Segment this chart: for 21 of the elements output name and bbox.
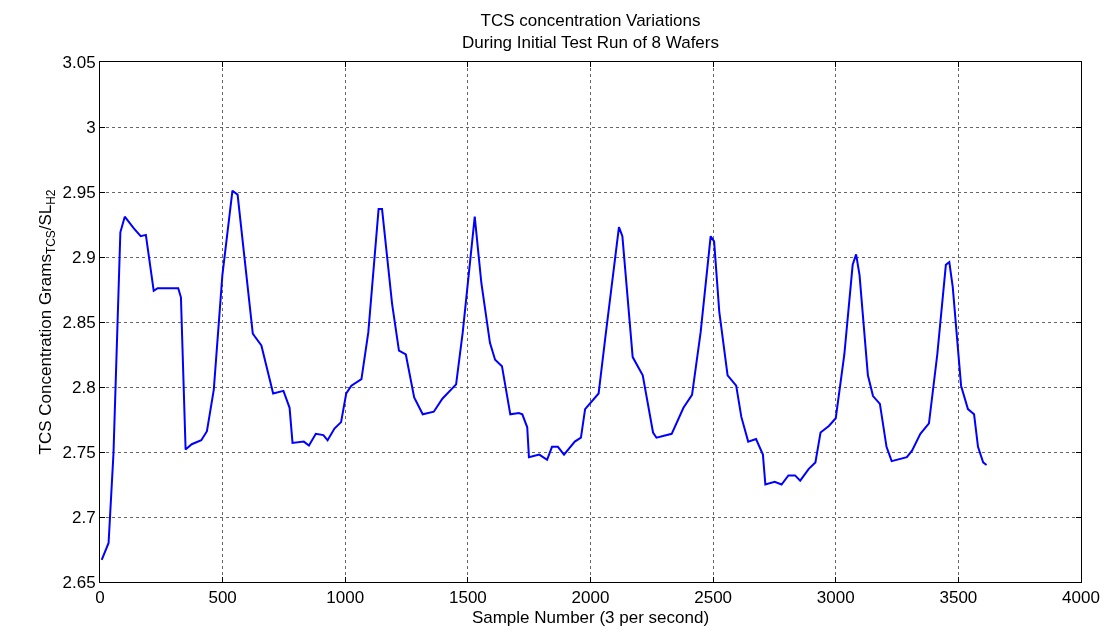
x-tick-label: 1000 bbox=[326, 588, 365, 608]
x-tick-label: 3000 bbox=[816, 588, 855, 608]
x-tick-label: 1500 bbox=[448, 588, 487, 608]
x-tick-label: 3500 bbox=[939, 588, 978, 608]
x-axis-title: Sample Number (3 per second) bbox=[471, 607, 710, 627]
x-tick-label: 500 bbox=[208, 588, 237, 608]
x-tick-label: 4000 bbox=[1062, 588, 1100, 608]
chart-title: TCS concentration Variations During Initial Test Run of 8 Wafers bbox=[461, 10, 720, 52]
y-tick-label: 3 bbox=[86, 117, 96, 137]
y-tick-label: 2.9 bbox=[71, 247, 96, 267]
y-tick-label: 2.95 bbox=[62, 182, 96, 202]
y-tick-label: 2.75 bbox=[62, 442, 96, 462]
y-tick-label: 3.05 bbox=[62, 52, 96, 72]
y-tick-label: 2.65 bbox=[62, 572, 96, 592]
y-tick-label: 2.85 bbox=[62, 312, 96, 332]
y-tick-label: 2.7 bbox=[71, 507, 96, 527]
line-series bbox=[100, 189, 988, 561]
x-tick-label: 2500 bbox=[694, 588, 733, 608]
y-tick-label: 2.8 bbox=[71, 377, 96, 397]
x-tick-label: 2000 bbox=[571, 588, 610, 608]
x-tick-label: 0 bbox=[95, 588, 105, 608]
